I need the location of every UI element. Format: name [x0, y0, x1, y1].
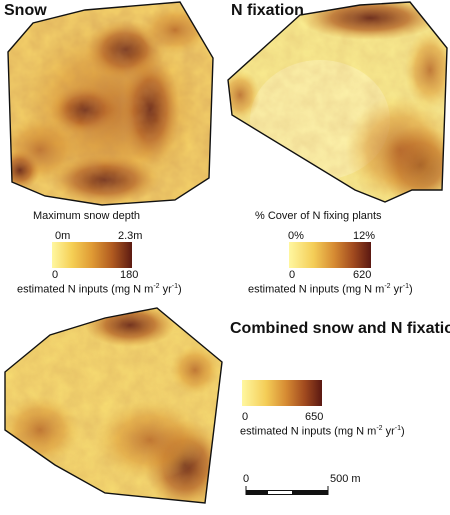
snow-colorbar	[52, 242, 132, 268]
combined-colorbar	[242, 380, 322, 406]
snow-scale-top-min: 0m	[55, 230, 71, 242]
snow-scale-bottom-max: 180	[120, 269, 139, 281]
nfix-units-label: estimated N inputs (mg N m-2 yr-1)	[248, 283, 413, 296]
snow-scale-bottom-min: 0	[52, 269, 59, 281]
nfix-title: N fixation	[231, 2, 304, 19]
nfix-scale-top-min: 0%	[288, 230, 304, 242]
combined-scale-bottom-min: 0	[242, 411, 249, 423]
nfix-legend-title: % Cover of N fixing plants	[255, 210, 382, 222]
scale-bar	[245, 486, 329, 495]
combined-map	[5, 308, 222, 503]
snow-map	[8, 2, 213, 205]
nfix-scale-top-max: 12%	[353, 230, 376, 242]
snow-units-label: estimated N inputs (mg N m-2 yr-1)	[17, 283, 182, 296]
snow-scale-top-max: 2.3m	[118, 230, 143, 242]
combined-scale-bottom-max: 650	[305, 411, 324, 423]
snow-legend-title: Maximum snow depth	[33, 210, 140, 222]
nfix-colorbar	[289, 242, 371, 268]
snow-title: Snow	[4, 2, 47, 19]
scale-bar-end: 500 m	[330, 473, 361, 485]
nfix-scale-bottom-min: 0	[289, 269, 296, 281]
combined-units-label: estimated N inputs (mg N m-2 yr-1)	[240, 425, 405, 438]
snow-map-outline	[7, 1, 214, 206]
nfix-map-outline	[227, 1, 448, 203]
nfix-scale-bottom-max: 620	[353, 269, 372, 281]
combined-title: Combined snow and N fixation	[230, 320, 450, 337]
scale-bar-start: 0	[243, 473, 250, 485]
combined-map-outline	[4, 307, 223, 504]
